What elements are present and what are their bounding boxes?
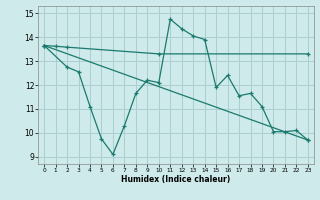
X-axis label: Humidex (Indice chaleur): Humidex (Indice chaleur) xyxy=(121,175,231,184)
